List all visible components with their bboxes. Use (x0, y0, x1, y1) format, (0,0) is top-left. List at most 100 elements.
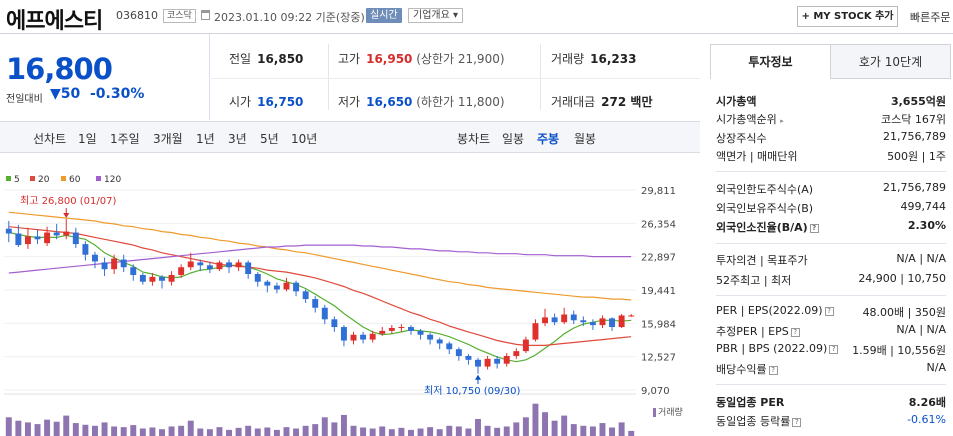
foreign-ratio-row: 외국인소진율(B/A)? 2.30% (716, 219, 946, 234)
tab-daily[interactable]: 일봉 (502, 132, 525, 146)
tab-invest-info[interactable]: 투자정보 (710, 44, 831, 79)
volume-bar (187, 420, 194, 436)
volume-bar (465, 428, 472, 436)
candle-body (187, 261, 194, 268)
candle-body (321, 307, 328, 320)
calendar-icon (201, 10, 210, 20)
candle-body (63, 231, 70, 236)
per-row: PER | EPS(2022.09)? 48.00배 | 350원 (716, 304, 946, 319)
volume-bar (532, 403, 539, 436)
price-chart[interactable]: 5 20 60 120 29,811 26,354 22,897 19,441 15,9… (0, 168, 700, 436)
expand-icon[interactable]: ▸ (780, 117, 784, 125)
volume-bar (5, 417, 12, 436)
tab-3month[interactable]: 3개월 (153, 132, 183, 146)
stat-trade-amount: 거래대금 272 백만 (551, 95, 653, 109)
realtime-button[interactable]: 실시간 (366, 8, 402, 23)
y-tick-label: 22,897 (641, 253, 676, 264)
volume-bar (53, 421, 60, 436)
candle-body (350, 334, 357, 341)
volume-bar (436, 429, 443, 436)
stock-code: 036810 (116, 9, 158, 22)
tab-orderbook[interactable]: 호가 10단계 (830, 44, 951, 79)
y-tick-label: 9,070 (641, 386, 670, 397)
sector-rate-row: 동일업종 등락률? -0.61% (716, 413, 946, 428)
candle-body (92, 254, 98, 262)
candle-body (494, 358, 501, 364)
candle-body (235, 262, 242, 268)
volume-bar (63, 415, 70, 436)
legend-ma20: 20 (38, 175, 50, 185)
est-per-row: 추정PER | EPS? N/A | N/A (716, 323, 946, 338)
volume-bar (522, 417, 529, 436)
help-icon[interactable]: ? (790, 328, 800, 337)
volume-bar (321, 417, 328, 436)
candle-body (168, 274, 175, 282)
candle-body (53, 232, 60, 236)
volume-bar (24, 422, 31, 436)
volume-bar (398, 427, 405, 436)
change-label: 전일대비 (6, 94, 43, 105)
current-price-box: 16,800 전일대비 ▼50 -0.30% (0, 34, 210, 120)
candle-body (561, 314, 568, 323)
candle-body (101, 262, 108, 270)
candle-body (360, 334, 367, 340)
divider (716, 384, 946, 385)
help-icon[interactable]: ? (824, 307, 834, 316)
volume-bar (273, 429, 280, 436)
volume-bar (331, 422, 338, 436)
candle-body (379, 330, 386, 334)
help-icon[interactable]: ? (809, 224, 819, 233)
volume-bar (159, 429, 165, 436)
stock-header: 에프에스티 036810 코스닥 2023.01.10 09:22 기준(장중)… (0, 0, 953, 34)
candle-body (580, 320, 587, 323)
legend-ma120: 120 (104, 175, 121, 185)
volume-legend-swatch (653, 408, 656, 417)
volume-bar (312, 424, 319, 436)
legend-ma60-swatch (61, 176, 66, 181)
legend-ma120-swatch (96, 176, 101, 181)
volume-bar (369, 428, 376, 436)
ma-5-line (8, 231, 632, 363)
tab-1year[interactable]: 1년 (196, 132, 215, 146)
volume-bar (542, 412, 548, 436)
volume-bar (130, 425, 137, 436)
tab-3year[interactable]: 3년 (228, 132, 247, 146)
candle-body (120, 259, 127, 268)
tab-weekly[interactable]: 주봉 (537, 132, 560, 146)
quick-order-link[interactable]: 빠른주문 (910, 11, 951, 24)
candle-body (532, 323, 539, 340)
help-icon[interactable]: ? (768, 366, 778, 375)
candle-chart-label: 봉차트 (457, 132, 491, 146)
volume-bar (427, 427, 434, 436)
foreign-hold-row: 외국인보유주식수(B) 499,744 (716, 200, 946, 215)
help-icon[interactable]: ? (792, 418, 802, 427)
candle-body (24, 236, 31, 245)
ma-60-line (8, 211, 632, 301)
legend-ma5: 5 (14, 175, 20, 185)
chart-period-bar: 선차트 1일 1주일 3개월 1년 3년 5년 10년 봉차트 일봉 주봉 월봉 (0, 121, 700, 153)
candle-body (388, 327, 395, 331)
candle-body (465, 355, 472, 360)
tab-1week[interactable]: 1주일 (110, 132, 140, 146)
stat-prev-close: 전일 16,850 (229, 52, 304, 66)
volume-bar (455, 426, 462, 436)
company-overview-dropdown[interactable]: 기업개요 ▾ (408, 8, 463, 23)
volume-bar (350, 425, 357, 436)
tab-5year[interactable]: 5년 (260, 132, 279, 146)
volume-bar (503, 426, 510, 436)
volume-bar (15, 420, 22, 436)
candle-body (408, 327, 414, 331)
candle-body (551, 317, 558, 323)
candle-body (293, 282, 300, 292)
divider (328, 44, 329, 110)
tab-10year[interactable]: 10년 (291, 132, 318, 146)
volume-bar (484, 425, 491, 436)
divider (211, 78, 700, 79)
stat-high: 고가 16,950 (상한가 21,900) (338, 52, 505, 66)
tab-1day[interactable]: 1일 (78, 132, 97, 146)
add-my-stock-button[interactable]: + MY STOCK 추가 (797, 6, 898, 27)
candle-body (197, 262, 204, 266)
help-icon[interactable]: ? (829, 345, 839, 354)
high-arrow-head (63, 213, 70, 219)
tab-monthly[interactable]: 월봉 (574, 132, 597, 146)
